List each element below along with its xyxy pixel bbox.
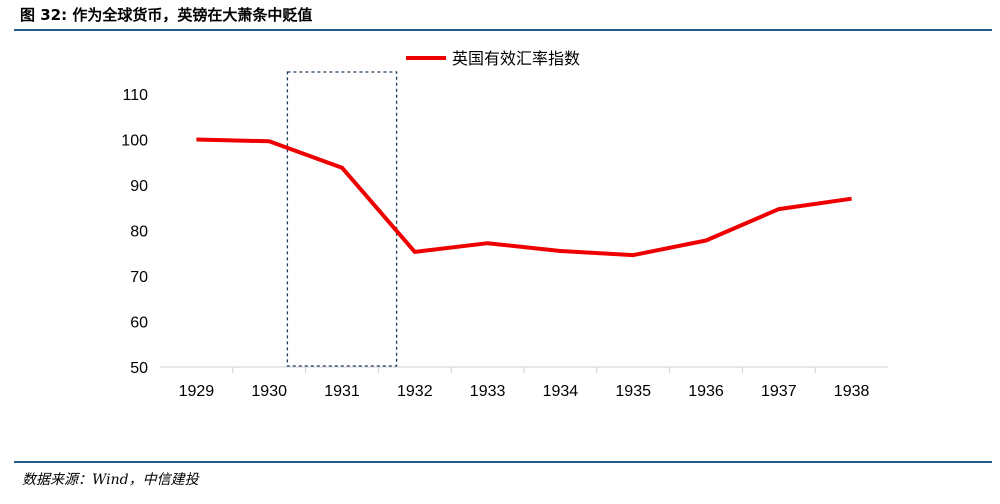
x-tick-label: 1937 (761, 383, 797, 400)
x-tick-label: 1934 (543, 383, 579, 400)
y-tick-label: 60 (130, 315, 148, 332)
x-tick-label: 1929 (179, 383, 215, 400)
y-tick-label: 110 (122, 87, 148, 104)
x-tick-label: 1935 (615, 383, 651, 400)
x-tick-label: 1930 (251, 383, 287, 400)
y-axis-ticks: 50 60 70 80 90 100 110 (121, 87, 148, 377)
x-tick-label: 1936 (688, 383, 724, 400)
y-tick-label: 100 (121, 133, 148, 150)
top-rule (14, 29, 992, 31)
x-axis-ticks: 1929 1930 1931 1932 1933 1934 1935 1936 1937 1938 (179, 367, 870, 400)
series-line (196, 137, 852, 258)
x-tick-label: 1932 (397, 383, 433, 400)
source-note: 数据来源：Wind，中信建投 (22, 472, 199, 488)
x-tick-label: 1938 (834, 383, 870, 400)
y-tick-label: 90 (130, 178, 148, 195)
x-tick-label: 1933 (470, 383, 506, 400)
legend: 英国有效汇率指数 (406, 49, 580, 68)
figure-title: 图 32: 作为全球货币，英镑在大萧条中贬值 (20, 6, 313, 24)
legend-label: 英国有效汇率指数 (452, 49, 580, 68)
y-tick-label: 80 (130, 224, 148, 241)
bottom-rule (14, 461, 992, 463)
y-tick-label: 50 (130, 360, 148, 377)
highlight-box (286, 71, 398, 367)
x-tick-label: 1931 (324, 383, 360, 400)
y-tick-label: 70 (130, 269, 148, 286)
